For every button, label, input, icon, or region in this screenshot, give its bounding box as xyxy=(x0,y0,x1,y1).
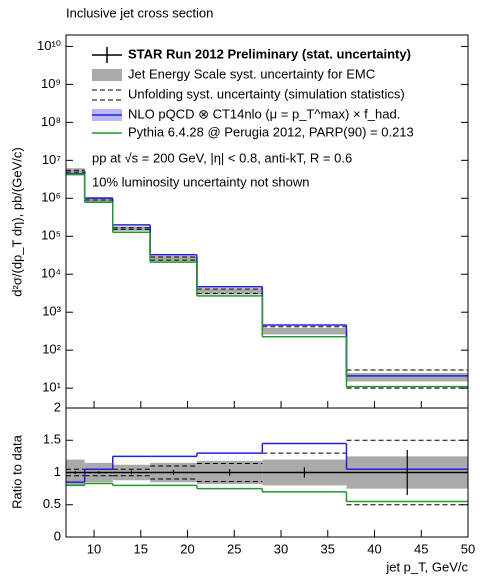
legend: STAR Run 2012 Preliminary (stat. uncerta… xyxy=(92,46,414,189)
legend-label: Pythia 6.4.28 @ Perugia 2012, PARP(90) =… xyxy=(128,124,414,139)
y-tick-label: 10⁶ xyxy=(41,190,61,205)
y-tick-label: 2 xyxy=(54,399,61,414)
y-tick-label: 10⁴ xyxy=(41,266,61,281)
legend-swatch xyxy=(92,69,122,81)
legend-label: Unfolding syst. uncertainty (simulation … xyxy=(128,86,405,101)
uncertainty-band xyxy=(66,168,85,175)
x-tick-label: 15 xyxy=(134,541,148,556)
y-tick-label: 10⁵ xyxy=(41,228,61,243)
y-tick-label: 1 xyxy=(54,464,61,479)
x-tick-label: 30 xyxy=(274,541,288,556)
x-tick-label: 25 xyxy=(227,541,241,556)
annotation: 10% luminosity uncertainty not shown xyxy=(92,174,310,189)
y-tick-label: 10² xyxy=(42,342,61,357)
uncertainty-band xyxy=(262,327,347,335)
uncertainty-band xyxy=(150,256,197,262)
x-tick-label: 35 xyxy=(321,541,335,556)
uncertainty-band xyxy=(346,373,468,382)
y-axis-label: d²σ/(dp_T dη), pb/(GeV/c) xyxy=(9,147,24,296)
x-tick-label: 45 xyxy=(414,541,428,556)
y-tick-label: 10¹ xyxy=(42,380,61,395)
y-tick-label: 0 xyxy=(54,528,61,543)
y-tick-label: 10¹⁰ xyxy=(37,38,61,53)
chart-title: Inclusive jet cross section xyxy=(66,5,213,20)
y-axis-label: Ratio to data xyxy=(9,434,24,508)
y-tick-label: 10⁸ xyxy=(41,114,61,129)
uncertainty-band xyxy=(84,196,113,202)
uncertainty-band xyxy=(196,288,263,295)
legend-label: STAR Run 2012 Preliminary (stat. uncerta… xyxy=(128,46,411,61)
legend-label: NLO pQCD ⊗ CT14nlo (μ = p_T^max) × f_had… xyxy=(128,106,400,121)
x-tick-label: 50 xyxy=(461,541,475,556)
x-tick-label: 10 xyxy=(87,541,101,556)
annotation: pp at √s = 200 GeV, |η| < 0.8, anti-kT, … xyxy=(92,150,352,165)
y-tick-label: 10³ xyxy=(42,304,61,319)
y-tick-label: 10⁹ xyxy=(41,76,61,91)
y-tick-label: 10⁷ xyxy=(42,152,61,167)
x-axis-label: jet p_T, GeV/c xyxy=(385,559,468,574)
y-tick-label: 0.5 xyxy=(43,496,61,511)
uncertainty-band xyxy=(112,226,151,231)
x-tick-label: 20 xyxy=(180,541,194,556)
legend-label: Jet Energy Scale syst. uncertainty for E… xyxy=(128,66,375,81)
x-tick-label: 40 xyxy=(367,541,381,556)
y-tick-label: 1.5 xyxy=(43,432,61,447)
